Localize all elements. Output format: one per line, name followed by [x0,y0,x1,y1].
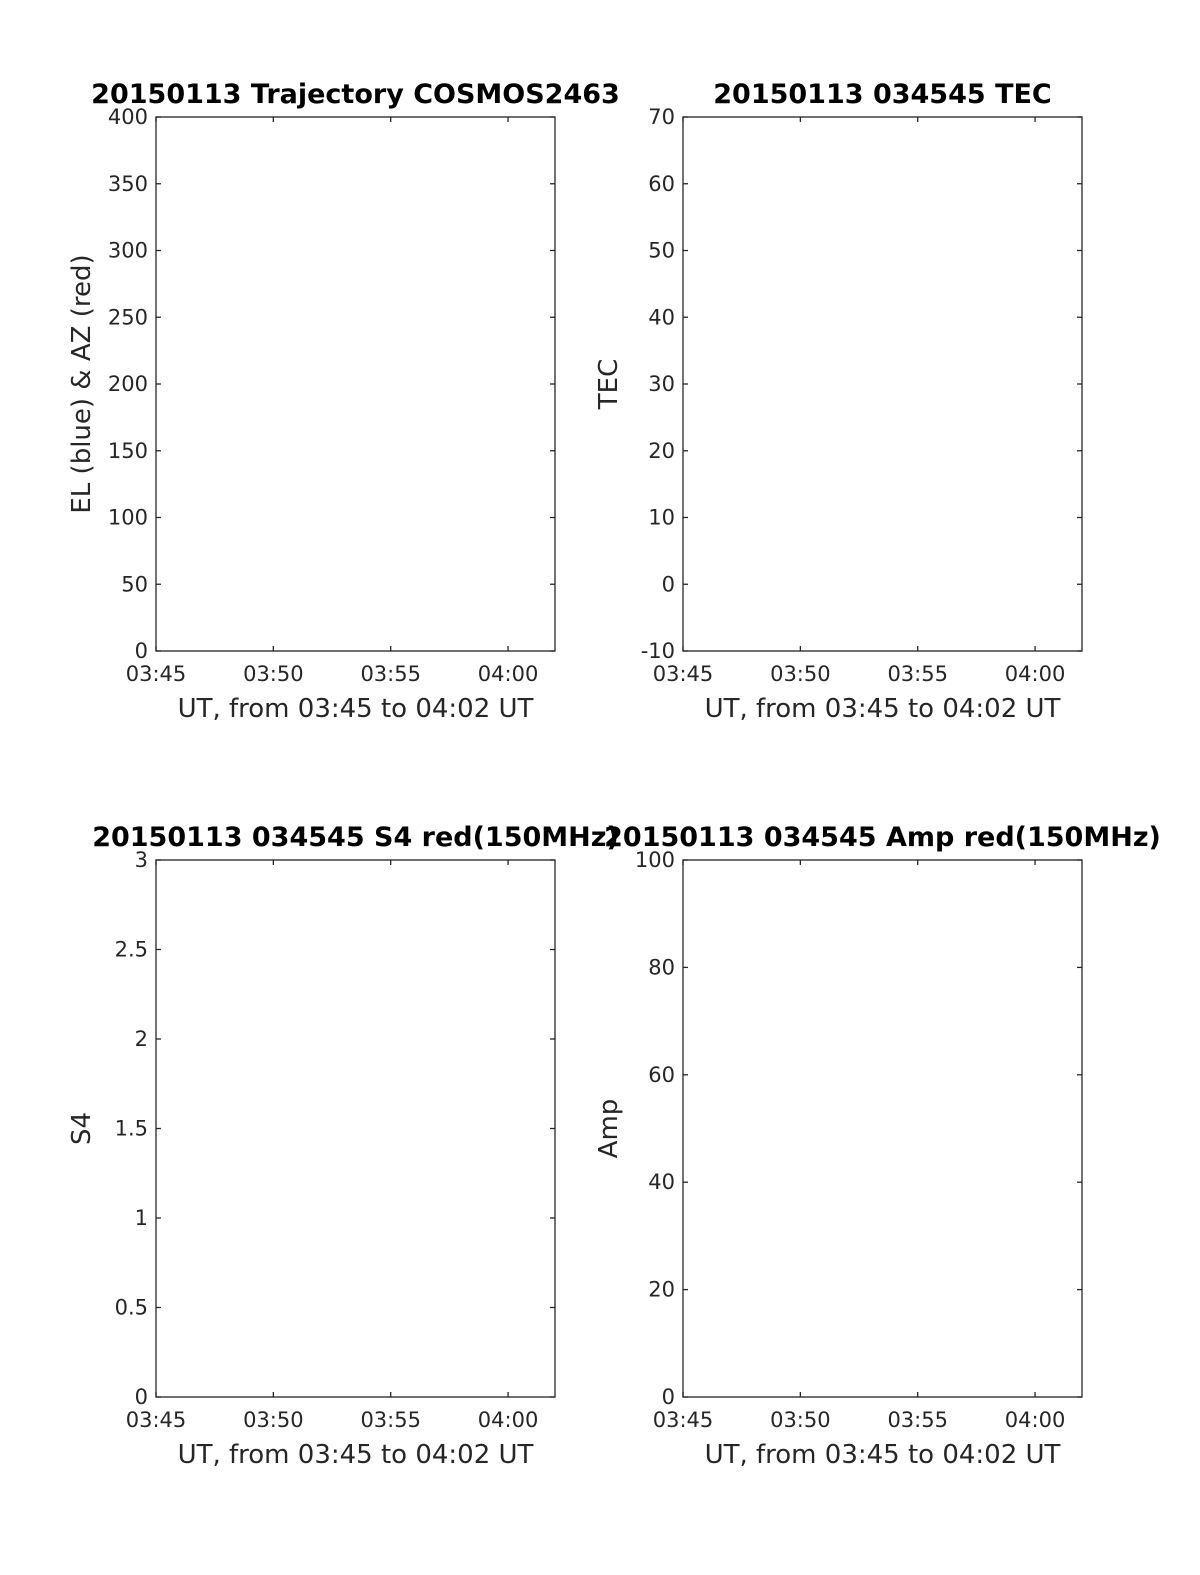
chart-title: 20150113 034545 TEC [713,79,1052,110]
y-tick-label: 30 [648,372,675,396]
axes-box [682,116,1083,652]
x-tick-label: 03:45 [126,662,187,686]
y-tick-label: 150 [108,439,148,463]
chart-tec: -10 0 10 20 30 40 50 60 70 03:45 03:50 03:55 04:00 20… [594,79,1083,724]
y-tick-label: 50 [121,572,148,596]
x-axis-label: UT, from 03:45 to 04:02 UT [178,694,534,724]
y-axis-label: Amp [594,1099,624,1159]
x-tick-label: 03:50 [770,1408,831,1432]
x-tick-label: 03:55 [360,1408,421,1432]
y-tick-label: 3 [135,848,148,872]
y-tick-label: 60 [648,172,675,196]
x-tick-label: 03:55 [887,662,948,686]
chart-title: 20150113 034545 Amp red(150MHz) [604,822,1161,853]
y-tick-label: -10 [641,639,675,663]
y-tick-label: 300 [108,239,148,263]
y-tick-label: 80 [648,955,675,979]
y-axis-label: TEC [594,359,624,410]
x-tick-label: 04:00 [478,1408,539,1432]
y-axis-label: S4 [67,1112,97,1145]
x-axis-label: UT, from 03:45 to 04:02 UT [705,1440,1061,1470]
x-tick-label: 03:45 [653,1408,714,1432]
x-tick-label: 04:00 [478,662,539,686]
y-tick-label: 2.5 [115,938,148,962]
x-tick-label: 03:50 [243,1408,304,1432]
y-tick-label: 20 [648,1278,675,1302]
x-axis-label: UT, from 03:45 to 04:02 UT [178,1440,534,1470]
x-tick-label: 03:50 [243,662,304,686]
axes-box [682,859,1083,1398]
y-tick-label: 0 [135,1385,148,1409]
y-tick-label: 350 [108,172,148,196]
axes-box [155,116,556,652]
y-tick-label: 2 [135,1027,148,1051]
chart-s4: 0 0.5 1 1.5 2 2.5 3 03:45 03:50 03:55 04:00 2015011… [67,822,619,1470]
x-tick-label: 03:50 [770,662,831,686]
y-tick-label: 250 [108,305,148,329]
y-tick-label: 40 [648,1170,675,1194]
y-tick-label: 50 [648,239,675,263]
x-tick-label: 03:55 [887,1408,948,1432]
chart-title: 20150113 034545 S4 red(150MHz) [92,822,619,853]
axes-box [155,859,556,1398]
x-tick-label: 04:00 [1005,662,1066,686]
y-tick-label: 0 [662,572,675,596]
x-axis-label: UT, from 03:45 to 04:02 UT [705,694,1061,724]
y-tick-label: 0 [135,639,148,663]
x-tick-label: 03:55 [360,662,421,686]
y-tick-label: 40 [648,305,675,329]
y-tick-label: 100 [635,848,675,872]
y-tick-label: 20 [648,439,675,463]
y-tick-label: 70 [648,105,675,129]
chart-trajectory: 0 50 100 150 200 250 300 350 400 03:45 03:50 03:55 0… [67,79,620,724]
x-tick-label: 03:45 [653,662,714,686]
chart-amp: 0 20 40 60 80 100 03:45 03:50 03:55 04:00 20150113… [594,822,1161,1470]
y-tick-label: 400 [108,105,148,129]
chart-title: 20150113 Trajectory COSMOS2463 [91,79,620,110]
y-axis-label: EL (blue) & AZ (red) [67,254,97,513]
x-tick-label: 03:45 [126,1408,187,1432]
x-tick-label: 04:00 [1005,1408,1066,1432]
y-tick-label: 1 [135,1206,148,1230]
y-tick-label: 1.5 [115,1117,148,1141]
y-tick-label: 0.5 [115,1296,148,1320]
y-tick-label: 10 [648,506,675,530]
y-tick-label: 200 [108,372,148,396]
y-tick-label: 60 [648,1063,675,1087]
y-tick-label: 0 [662,1385,675,1409]
y-tick-label: 100 [108,506,148,530]
